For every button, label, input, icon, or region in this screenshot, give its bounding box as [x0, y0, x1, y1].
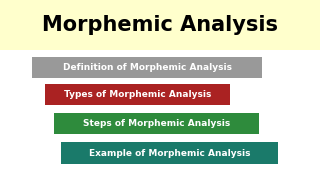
Text: Steps of Morphemic Analysis: Steps of Morphemic Analysis	[83, 119, 230, 128]
FancyBboxPatch shape	[0, 0, 320, 50]
Text: Morphemic Analysis: Morphemic Analysis	[42, 15, 278, 35]
Text: Example of Morphemic Analysis: Example of Morphemic Analysis	[89, 148, 250, 158]
FancyBboxPatch shape	[45, 84, 230, 105]
FancyBboxPatch shape	[54, 112, 259, 134]
FancyBboxPatch shape	[32, 57, 262, 78]
Text: Definition of Morphemic Analysis: Definition of Morphemic Analysis	[63, 63, 232, 72]
Text: Types of Morphemic Analysis: Types of Morphemic Analysis	[64, 90, 211, 99]
FancyBboxPatch shape	[61, 142, 278, 164]
